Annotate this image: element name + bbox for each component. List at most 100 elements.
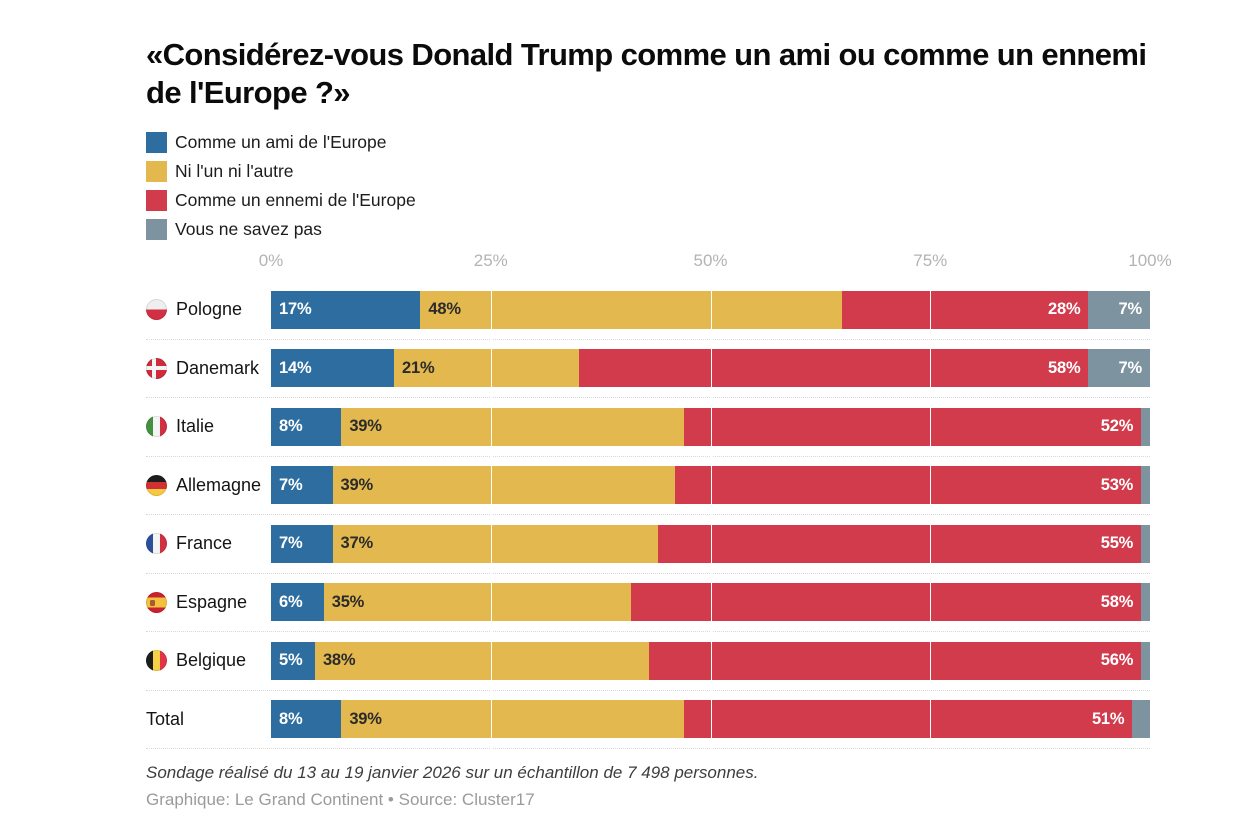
row-label: Allemagne [146,474,271,496]
bar-segment: 21% [394,349,579,388]
footer: Sondage réalisé du 13 au 19 janvier 2026… [146,763,1150,810]
bar-segment [1141,466,1150,505]
chart-row: Pologne 17% 48% 28% 7% [146,281,1150,340]
segment-value-label: 51% [1091,709,1125,728]
chart-content: «Considérez-vous Donald Trump comme un a… [146,36,1172,810]
footer-credit: Graphique: Le Grand Continent • Source: … [146,790,535,809]
bar-segment: 8% [271,407,342,446]
bar-segment: 7% [271,524,333,563]
segment-value-label: 7% [279,475,303,494]
segment-value-label: 56% [1100,651,1134,670]
segment-value-label: 39% [349,417,382,436]
segment-value-label: 55% [1100,534,1134,553]
country-label: Pologne [176,299,243,320]
stacked-bar: 17% 48% 28% 7% [271,290,1150,329]
bar-segment: 55% [657,524,1142,563]
bar-segment: 5% [271,641,315,680]
segment-value-label: 52% [1100,417,1134,436]
x-tick-label: 25% [473,251,508,270]
x-tick-label: 100% [1128,251,1172,270]
x-tick-label: 75% [913,251,948,270]
legend-label: Comme un ami de l'Europe [175,132,387,152]
flag-denmark-icon [146,357,167,379]
segment-value-label: 35% [331,592,365,611]
chart-row: Italie 8% 39% 52% [146,398,1150,457]
x-tick-label: 0% [258,251,284,270]
stacked-bar: 6% 35% 58% [271,583,1150,622]
bar-segment: 39% [332,466,676,505]
country-label: Danemark [176,357,260,378]
segment-value-label: 58% [1100,592,1134,611]
legend-item: Ni l'un ni l'autre [146,157,1150,186]
country-label: Italie [176,416,215,437]
x-axis: 0% 25% 50% 75% 100% [146,251,1172,278]
flag-belgium-icon [146,650,167,672]
bar-segment [1141,583,1150,622]
segment-value-label: 6% [279,592,303,611]
segment-value-label: 5% [279,651,303,670]
bar-segment: 6% [271,583,324,622]
flag-france-icon [146,533,167,555]
bar-segment [1141,641,1150,680]
stacked-bar: 7% 39% 53% [271,466,1150,505]
flag-poland-icon [146,299,167,321]
bar-segment: 52% [684,407,1142,446]
segment-value-label: 48% [428,300,461,319]
row-label: Belgique [146,650,271,672]
segment-value-label: 38% [322,651,356,670]
legend-item: Vous ne savez pas [146,215,1150,244]
flag-spain-icon [146,591,167,613]
flag-germany-icon [146,474,167,496]
bar-segment: 58% [631,583,1142,622]
chart-row: Belgique 5% 38% 56% [146,632,1150,691]
footer-note: Sondage réalisé du 13 au 19 janvier 2026… [146,763,759,782]
legend-item: Comme un ennemi de l'Europe [146,186,1150,215]
segment-value-label: 7% [1118,300,1143,319]
legend-swatch-icon [146,219,167,240]
gridline [930,281,932,749]
segment-value-label: 37% [340,534,374,553]
stacked-bar: 7% 37% 55% [271,524,1150,563]
segment-value-label: 53% [1100,475,1134,494]
country-label: Espagne [176,591,248,612]
chart-row: Danemark 14% 21% 58% 7% [146,340,1150,398]
bar-segment: 28% [842,290,1089,329]
bar-segment: 53% [675,466,1142,505]
segment-value-label: 21% [402,358,435,377]
row-label: Total [146,709,271,730]
gridline [710,281,712,749]
chart-row: Espagne 6% 35% 58% [146,574,1150,632]
segment-value-label: 8% [279,709,303,728]
bar-segment: 51% [684,700,1133,739]
flag-italy-icon [146,416,167,438]
chart-row: France 7% 37% 55% [146,515,1150,574]
legend-swatch-icon [146,161,167,182]
bar-segment: 7% [1088,290,1150,329]
legend-item: Comme un ami de l'Europe [146,128,1150,157]
bar-segment: 48% [420,290,843,329]
legend-label: Comme un ennemi de l'Europe [175,190,416,210]
gridline [490,281,492,749]
legend-label: Ni l'un ni l'autre [175,161,294,181]
bar-segment: 14% [271,349,395,388]
bar-segment: 37% [332,524,658,563]
stacked-bar: 14% 21% 58% 7% [271,349,1150,388]
country-label: Belgique [176,650,247,671]
bar-segment [1141,407,1150,446]
row-label: Pologne [146,299,271,321]
bar-segment: 58% [578,349,1089,388]
row-label: Danemark [146,357,271,379]
segment-value-label: 58% [1048,358,1081,377]
segment-value-label: 7% [279,534,303,553]
segment-value-label: 28% [1048,300,1081,319]
chart-row: Total 8% 39% 51% [146,691,1150,749]
stacked-bar: 5% 38% 56% [271,641,1150,680]
bar-segment: 38% [314,641,649,680]
bar-segment: 39% [341,700,685,739]
legend: Comme un ami de l'Europe Ni l'un ni l'aut… [146,128,1150,244]
segment-value-label: 7% [1118,358,1143,377]
chart-rows: Pologne 17% 48% 28% 7% Danemark 14% 21% 58% 7% Ita… [146,281,1150,749]
bar-segment: 39% [341,407,685,446]
row-label: France [146,533,271,555]
